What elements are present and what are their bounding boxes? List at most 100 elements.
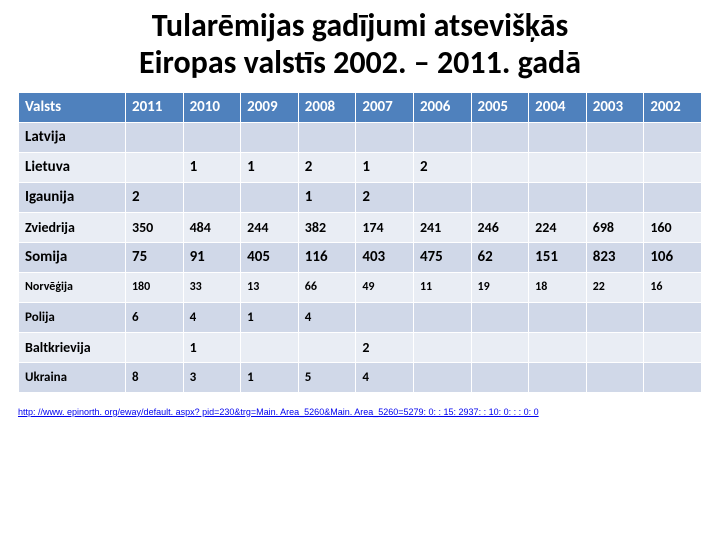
col-header-year: 2009 <box>241 92 299 122</box>
cell <box>241 182 299 212</box>
table-row: Somija759140511640347562151823106 <box>19 242 702 272</box>
cell: 2 <box>413 152 471 182</box>
col-header-year: 2008 <box>298 92 356 122</box>
cell <box>183 182 241 212</box>
cell: 33 <box>183 272 241 302</box>
cell <box>356 122 414 152</box>
cell <box>241 122 299 152</box>
cell: 475 <box>413 242 471 272</box>
cell <box>298 332 356 362</box>
cell: 49 <box>356 272 414 302</box>
data-table: Valsts2011201020092008200720062005200420… <box>18 92 702 393</box>
cell: 382 <box>298 212 356 242</box>
cell <box>471 332 529 362</box>
table-row: Ukraina83154 <box>19 362 702 392</box>
cell <box>644 152 702 182</box>
cell <box>471 152 529 182</box>
cell: 18 <box>529 272 587 302</box>
cell: 151 <box>529 242 587 272</box>
cell: 1 <box>183 152 241 182</box>
cell <box>644 332 702 362</box>
cell: 246 <box>471 212 529 242</box>
col-header-year: 2006 <box>413 92 471 122</box>
cell <box>471 302 529 332</box>
cell <box>413 122 471 152</box>
cell: 5 <box>298 362 356 392</box>
row-label: Polija <box>19 302 126 332</box>
table-row: Polija6414 <box>19 302 702 332</box>
cell: 22 <box>586 272 644 302</box>
page-title: Tularēmijas gadījumi atsevišķāsEiropas v… <box>18 8 702 82</box>
col-header-year: 2011 <box>125 92 183 122</box>
cell: 116 <box>298 242 356 272</box>
cell: 91 <box>183 242 241 272</box>
table-row: Zviedrija350484244382174241246224698160 <box>19 212 702 242</box>
cell <box>644 182 702 212</box>
cell <box>471 122 529 152</box>
cell: 160 <box>644 212 702 242</box>
cell: 2 <box>125 182 183 212</box>
cell: 1 <box>183 332 241 362</box>
table-row: Baltkrievija12 <box>19 332 702 362</box>
cell <box>356 302 414 332</box>
cell: 66 <box>298 272 356 302</box>
cell: 174 <box>356 212 414 242</box>
cell: 75 <box>125 242 183 272</box>
col-header-year: 2003 <box>586 92 644 122</box>
cell <box>529 182 587 212</box>
cell <box>644 122 702 152</box>
cell <box>644 362 702 392</box>
cell: 62 <box>471 242 529 272</box>
cell: 13 <box>241 272 299 302</box>
cell: 3 <box>183 362 241 392</box>
cell: 19 <box>471 272 529 302</box>
cell <box>298 122 356 152</box>
cell: 4 <box>298 302 356 332</box>
cell <box>586 152 644 182</box>
cell: 484 <box>183 212 241 242</box>
row-label: Lietuva <box>19 152 126 182</box>
cell: 698 <box>586 212 644 242</box>
source-link[interactable]: http: //www. epinorth. org/eway/default.… <box>18 407 702 417</box>
cell <box>644 302 702 332</box>
table-row: Norvēģija180331366491119182216 <box>19 272 702 302</box>
cell <box>586 182 644 212</box>
cell <box>586 122 644 152</box>
cell <box>529 152 587 182</box>
cell <box>586 302 644 332</box>
col-header-year: 2004 <box>529 92 587 122</box>
cell: 8 <box>125 362 183 392</box>
cell: 350 <box>125 212 183 242</box>
cell <box>529 332 587 362</box>
cell <box>586 362 644 392</box>
cell: 241 <box>413 212 471 242</box>
cell: 4 <box>356 362 414 392</box>
cell: 4 <box>183 302 241 332</box>
cell: 403 <box>356 242 414 272</box>
cell <box>529 362 587 392</box>
cell: 16 <box>644 272 702 302</box>
cell: 106 <box>644 242 702 272</box>
cell <box>529 302 587 332</box>
table-row: Latvija <box>19 122 702 152</box>
cell <box>413 362 471 392</box>
cell <box>413 332 471 362</box>
table-row: Igaunija212 <box>19 182 702 212</box>
cell: 1 <box>356 152 414 182</box>
cell: 2 <box>356 182 414 212</box>
cell: 244 <box>241 212 299 242</box>
cell: 1 <box>241 152 299 182</box>
cell <box>125 122 183 152</box>
table-row: Lietuva11212 <box>19 152 702 182</box>
cell <box>586 332 644 362</box>
cell <box>125 152 183 182</box>
cell <box>529 122 587 152</box>
row-label: Norvēģija <box>19 272 126 302</box>
cell <box>471 182 529 212</box>
col-header-year: 2007 <box>356 92 414 122</box>
title-line-1: Tularēmijas gadījumi atsevišķās <box>152 6 569 45</box>
cell <box>183 122 241 152</box>
cell: 224 <box>529 212 587 242</box>
row-label: Igaunija <box>19 182 126 212</box>
cell <box>413 302 471 332</box>
